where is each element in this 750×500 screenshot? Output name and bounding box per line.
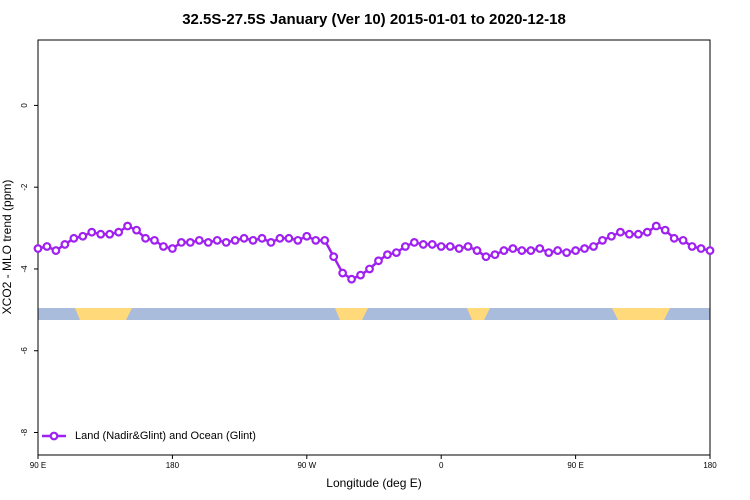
data-point xyxy=(535,244,545,253)
data-point xyxy=(159,242,168,251)
data-point xyxy=(194,235,204,245)
data-point xyxy=(481,252,491,262)
data-point xyxy=(517,246,527,255)
data-point xyxy=(132,225,141,235)
data-point xyxy=(176,237,186,247)
data-point xyxy=(400,242,410,251)
data-point xyxy=(383,250,392,260)
data-point xyxy=(526,246,536,255)
data-point xyxy=(624,229,634,239)
y-tick-label: -8 xyxy=(20,428,29,436)
data-point xyxy=(392,248,401,258)
data-point xyxy=(490,250,500,260)
legend-label: Land (Nadir&Glint) and Ocean (Glint) xyxy=(75,430,256,442)
data-point xyxy=(212,235,222,245)
data-point xyxy=(553,246,563,255)
x-tick-label: 0 xyxy=(439,461,444,470)
data-point xyxy=(409,237,419,247)
data-point xyxy=(302,231,312,241)
chart-title: 32.5S-27.5S January (Ver 10) 2015-01-01 … xyxy=(182,11,566,28)
data-point xyxy=(105,229,115,239)
y-tick-label: 0 xyxy=(20,103,29,108)
data-point xyxy=(660,225,670,235)
x-tick-label: 180 xyxy=(166,461,180,470)
plot-frame xyxy=(37,39,711,456)
data-point xyxy=(311,235,321,245)
data-point xyxy=(562,248,572,258)
data-point xyxy=(687,242,697,251)
data-point xyxy=(427,240,437,249)
data-point xyxy=(472,246,482,255)
data-point xyxy=(454,244,464,253)
data-point xyxy=(266,237,276,247)
data-point xyxy=(320,235,330,245)
data-point xyxy=(329,252,339,262)
data-point xyxy=(669,233,679,243)
data-point xyxy=(356,270,365,280)
data-point xyxy=(123,221,132,231)
data-point xyxy=(33,244,43,253)
data-point xyxy=(463,242,473,251)
data-point xyxy=(275,233,285,243)
x-tick-label: 90 E xyxy=(30,461,46,470)
data-point xyxy=(185,237,195,247)
data-point xyxy=(96,229,106,239)
data-point xyxy=(150,235,159,245)
data-point xyxy=(87,227,97,237)
data-point xyxy=(347,274,357,284)
data-point xyxy=(338,268,348,278)
data-point xyxy=(221,237,231,247)
data-point xyxy=(571,246,580,255)
data-point xyxy=(418,240,428,249)
data-point xyxy=(696,244,706,253)
data-point xyxy=(499,246,509,255)
y-tick-label: -2 xyxy=(20,183,29,191)
data-point xyxy=(167,244,177,253)
y-tick-label: -6 xyxy=(20,347,29,355)
data-point xyxy=(230,235,240,245)
data-point xyxy=(678,235,688,245)
data-point xyxy=(642,227,652,237)
land-ocean-band xyxy=(38,308,710,320)
data-point xyxy=(203,237,213,247)
data-point xyxy=(616,227,625,237)
data-point xyxy=(651,221,661,231)
data-point xyxy=(633,229,643,239)
data-point xyxy=(365,264,374,274)
data-point xyxy=(60,240,70,249)
data-point xyxy=(598,235,607,245)
data-point xyxy=(78,231,88,241)
data-point xyxy=(544,248,554,258)
data-point xyxy=(239,233,249,243)
data-point xyxy=(42,242,52,251)
x-axis-label: Longitude (deg E) xyxy=(326,476,421,490)
data-point xyxy=(293,235,303,245)
data-point xyxy=(580,244,589,253)
y-tick-label: -4 xyxy=(20,265,29,273)
y-axis-label: XCO2 - MLO trend (ppm) xyxy=(0,180,14,315)
data-point xyxy=(114,227,124,237)
data-line xyxy=(37,224,711,281)
data-point xyxy=(445,242,455,251)
data-point xyxy=(141,233,150,243)
x-tick-label: 90 E xyxy=(567,461,583,470)
data-point xyxy=(436,242,446,251)
data-point xyxy=(508,244,518,253)
x-tick-label: 90 W xyxy=(297,461,316,470)
data-point xyxy=(374,256,383,266)
data-point xyxy=(248,235,258,245)
data-point xyxy=(705,246,715,255)
data-point xyxy=(607,231,616,241)
data-point xyxy=(69,233,79,243)
data-point xyxy=(284,233,294,243)
data-point xyxy=(589,242,598,251)
x-tick-label: 180 xyxy=(703,461,717,470)
legend-marker xyxy=(49,431,59,441)
data-point xyxy=(257,233,267,243)
data-point xyxy=(51,246,61,255)
